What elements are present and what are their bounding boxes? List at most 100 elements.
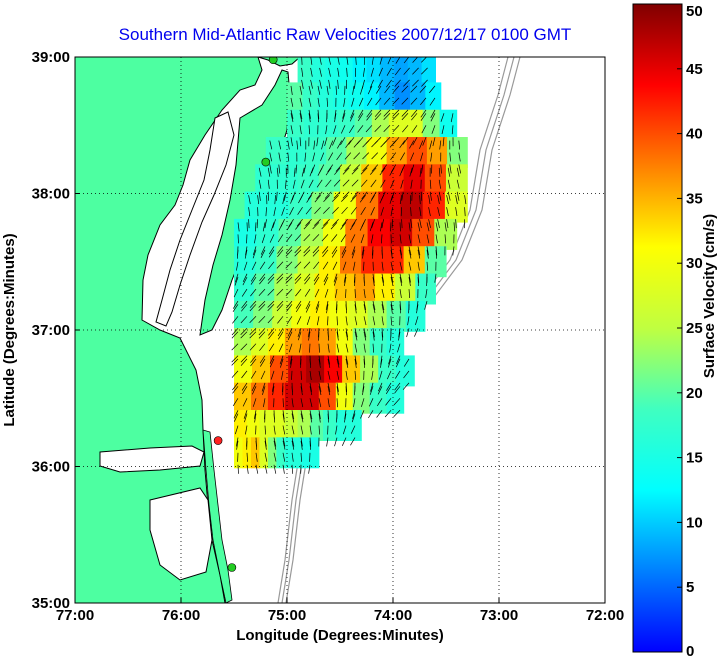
- velocity-cell: [254, 273, 275, 305]
- velocity-vector: [245, 425, 248, 435]
- velocity-vector: [272, 219, 276, 228]
- velocity-vector: [349, 222, 356, 231]
- velocity-vector: [294, 276, 302, 284]
- velocity-vector: [269, 140, 273, 150]
- velocity-vector: [237, 249, 239, 259]
- velocity-vector: [340, 222, 347, 230]
- velocity-vector: [359, 222, 365, 231]
- colorbar-tick-label: 45: [686, 61, 703, 78]
- velocity-vector: [337, 67, 340, 77]
- velocity-vector: [352, 410, 356, 419]
- y-tick-label: 36:00: [32, 459, 70, 476]
- velocity-vector: [300, 437, 303, 447]
- velocity-vector: [411, 125, 418, 133]
- velocity-vector: [372, 301, 376, 310]
- velocity-vector: [381, 277, 385, 286]
- velocity-vector: [313, 273, 320, 282]
- velocity-vector: [453, 222, 456, 232]
- velocity-vector: [411, 113, 418, 121]
- velocity-vector: [323, 273, 329, 282]
- velocity-vector: [395, 358, 401, 368]
- colorbar-tick-label: 40: [686, 126, 703, 143]
- velocity-vector: [255, 452, 258, 462]
- velocity-cell: [371, 109, 390, 141]
- velocity-vector: [237, 222, 240, 232]
- velocity-vector: [259, 261, 266, 270]
- velocity-vector: [236, 261, 239, 271]
- velocity-vector: [286, 304, 293, 312]
- velocity-vector: [251, 382, 257, 392]
- velocity-vector: [456, 179, 460, 189]
- velocity-vector: [309, 425, 312, 435]
- velocity-cell: [293, 437, 303, 469]
- colorbar-tick-label: 30: [686, 255, 703, 272]
- velocity-vector: [333, 191, 341, 199]
- velocity-vector: [383, 97, 391, 105]
- velocity-vector: [318, 343, 320, 353]
- velocity-vector: [234, 273, 239, 283]
- velocity-vector: [295, 164, 298, 174]
- velocity-cell: [301, 328, 320, 360]
- velocity-vector: [458, 152, 461, 162]
- velocity-vector: [398, 331, 401, 341]
- velocity-vector: [269, 358, 275, 368]
- velocity-vector: [363, 301, 367, 310]
- velocity-vector: [346, 67, 348, 77]
- velocity-vector: [309, 343, 311, 353]
- velocity-cell: [378, 355, 397, 387]
- velocity-vector: [237, 234, 239, 244]
- velocity-vector: [258, 331, 266, 339]
- velocity-vector: [295, 304, 302, 313]
- velocity-cell: [424, 164, 447, 196]
- velocity-vector: [232, 300, 239, 309]
- velocity-cell: [318, 328, 337, 360]
- velocity-vector: [390, 222, 392, 232]
- velocity-vector: [313, 140, 316, 150]
- velocity-vector: [318, 382, 322, 392]
- velocity-vector: [446, 219, 449, 229]
- velocity-cell: [272, 410, 286, 441]
- velocity-cell: [276, 437, 286, 469]
- velocity-vector: [384, 410, 392, 418]
- velocity-cell: [380, 57, 395, 84]
- velocity-vector: [429, 191, 432, 201]
- velocity-vector: [317, 113, 319, 123]
- velocity-vector: [354, 289, 356, 299]
- velocity-vector: [374, 125, 382, 132]
- velocity-vector: [240, 331, 248, 339]
- velocity-cell: [354, 109, 373, 141]
- velocity-vector: [336, 413, 338, 423]
- velocity-vector: [344, 152, 352, 160]
- velocity-vector: [335, 85, 337, 95]
- velocity-vector: [360, 179, 368, 187]
- velocity-vector: [344, 413, 347, 423]
- velocity-vector: [303, 249, 311, 257]
- velocity-vector: [381, 261, 384, 271]
- velocity-cell: [410, 82, 426, 114]
- velocity-vector: [278, 164, 281, 174]
- velocity-cell: [311, 57, 326, 84]
- velocity-vector: [305, 304, 311, 313]
- radar-stations: [213, 57, 278, 572]
- velocity-cell: [424, 246, 447, 278]
- x-tick-label: 74:00: [374, 607, 412, 624]
- velocity-vector: [294, 234, 302, 242]
- velocity-field: [234, 57, 468, 469]
- velocity-vector: [292, 179, 296, 189]
- velocity-vector: [312, 249, 320, 257]
- velocity-vector: [345, 304, 347, 314]
- velocity-vector: [336, 152, 343, 161]
- velocity-vector: [464, 195, 467, 205]
- velocity-vector: [258, 167, 262, 177]
- velocity-vector: [270, 370, 275, 380]
- velocity-vector: [282, 413, 285, 423]
- velocity-vector: [306, 316, 311, 326]
- velocity-vector: [377, 386, 383, 395]
- velocity-vector: [420, 191, 423, 201]
- velocity-vector: [313, 276, 320, 285]
- velocity-vector: [249, 316, 257, 324]
- velocity-vector: [319, 79, 322, 89]
- velocity-vector: [371, 219, 375, 228]
- velocity-vector: [327, 370, 331, 380]
